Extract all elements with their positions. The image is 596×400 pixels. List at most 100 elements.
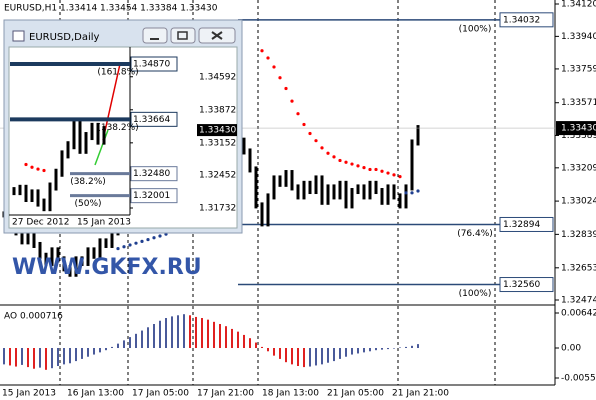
candle	[254, 166, 258, 209]
sar-dot	[290, 99, 294, 103]
ao-bar	[201, 318, 203, 349]
ao-bar	[357, 348, 359, 354]
y-tick-label: 1.33872	[199, 105, 236, 115]
level-label: 1.34870	[133, 60, 170, 70]
ao-bar	[189, 315, 191, 349]
sar-dot	[122, 245, 126, 249]
candle	[380, 188, 384, 205]
candle	[266, 193, 270, 227]
ao-bar	[309, 348, 311, 367]
sar-dot	[146, 237, 150, 242]
projection-line	[102, 63, 121, 141]
sar-dot	[362, 166, 366, 170]
level-label: 1.33664	[133, 115, 170, 125]
maximize-button[interactable]	[170, 27, 196, 44]
level-note: (50%)	[74, 199, 101, 209]
candle	[416, 125, 420, 146]
window-title: EURUSD,Daily	[29, 32, 100, 43]
ao-bar	[339, 348, 341, 359]
level-label: 1.32894	[503, 220, 540, 230]
candle	[338, 180, 342, 200]
x-tick-label: 15 Jan 2013	[77, 218, 131, 228]
candle	[18, 184, 22, 196]
candle	[48, 182, 52, 212]
candle	[86, 247, 90, 266]
candle	[20, 229, 24, 245]
x-tick-label: 27 Dec 2012	[12, 218, 70, 228]
level-label-box	[130, 111, 178, 127]
y-tick-label: -0.0055	[561, 374, 596, 384]
ao-bar	[327, 348, 329, 363]
ao-label: AO 0.000716	[4, 312, 63, 322]
y-tick-label: 1.34120	[561, 0, 596, 10]
level-note: (138.2%)	[97, 123, 138, 133]
sar-dot	[36, 167, 40, 171]
candle	[38, 241, 42, 259]
ao-bar	[51, 348, 53, 369]
sar-dot	[284, 86, 288, 91]
candle	[42, 198, 46, 212]
candle	[12, 187, 16, 196]
candle	[54, 168, 58, 191]
level-label-box	[499, 277, 554, 293]
candle	[344, 180, 348, 209]
candle	[362, 184, 366, 200]
level-label-box	[499, 12, 554, 28]
y-tick-label: 1.33940	[561, 32, 596, 42]
ao-bar	[267, 348, 269, 352]
ao-bar	[321, 348, 323, 365]
sar-dot	[350, 162, 354, 166]
y-tick-label: 1.32474	[561, 296, 596, 306]
ao-bar	[207, 319, 209, 349]
x-tick-label: 16 Jan 13:00	[67, 389, 124, 399]
level-label-box	[130, 188, 178, 204]
ao-bar	[153, 324, 155, 349]
ao-bar	[315, 348, 317, 366]
sar-dot	[24, 162, 28, 167]
ao-bar	[285, 348, 287, 363]
ao-bar	[57, 348, 59, 367]
x-tick-label: 15 Jan 2013	[2, 389, 56, 399]
sar-dot	[308, 131, 312, 136]
ao-bar	[387, 348, 389, 350]
candle	[78, 118, 82, 154]
candle	[284, 170, 288, 187]
level-label-box	[499, 216, 554, 232]
ao-bar	[219, 324, 221, 349]
level-note: (76.4%)	[457, 229, 493, 239]
y-tick-label: 0.00	[561, 344, 581, 354]
ao-bar	[129, 337, 131, 349]
level-note: (161.8%)	[97, 68, 138, 78]
inset-window[interactable]: EURUSD,Daily 1.34592 1.33872 1.33152 1.3245…	[3, 19, 243, 234]
candle	[90, 122, 94, 141]
ao-bar	[171, 316, 173, 349]
candle	[248, 148, 252, 173]
ao-bar	[195, 316, 197, 349]
sar-dot	[30, 165, 34, 169]
watermark: WWW.GKFX.RU	[12, 255, 202, 280]
ao-bar	[351, 348, 353, 355]
candle	[350, 188, 354, 209]
minimize-button[interactable]	[142, 27, 168, 44]
ao-bar	[15, 348, 17, 367]
main-pane: 1.34032 (100%) 1.32894 (76.4%) 1.32560 (100%)	[2, 12, 554, 299]
ao-bar	[411, 345, 413, 349]
candle	[368, 180, 372, 200]
ao-bar	[363, 348, 365, 353]
sar-dot	[338, 158, 342, 163]
candle	[314, 175, 318, 195]
ao-bar	[393, 348, 395, 349]
current-price-label: 1.33430	[561, 124, 596, 134]
ao-bar	[255, 342, 257, 349]
ao-bar	[63, 348, 65, 365]
ao-bar	[45, 348, 47, 370]
ao-bar	[381, 348, 383, 350]
ao-bar	[399, 347, 401, 349]
x-tick-label: 17 Jan 21:00	[197, 389, 254, 399]
sar-dot	[128, 243, 132, 247]
projection-line	[94, 129, 109, 166]
window-client	[8, 46, 238, 229]
ao-bar	[141, 330, 143, 349]
level-label: 1.32560	[503, 280, 540, 290]
sar-dot	[272, 65, 276, 69]
